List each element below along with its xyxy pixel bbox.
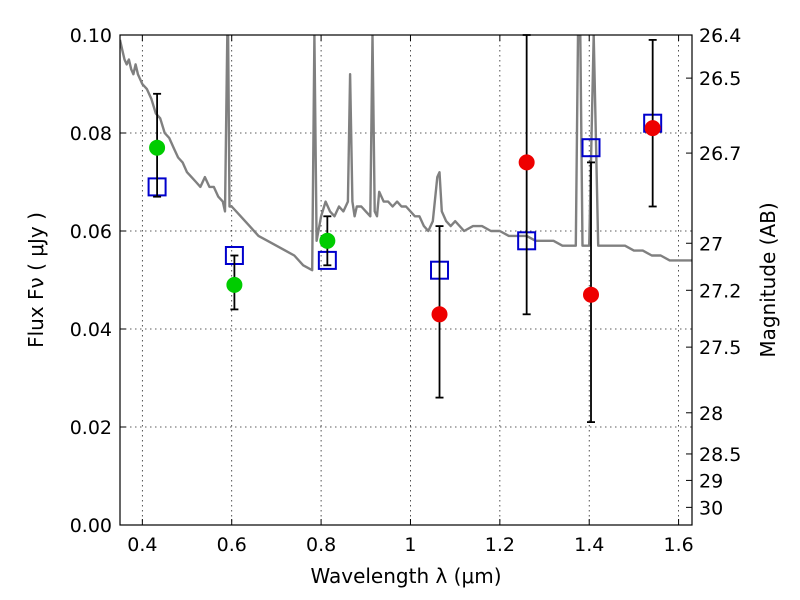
y-tick-label: 0.06 — [70, 221, 112, 243]
x-tick-label: 0.4 — [127, 534, 157, 556]
observed-flux-point — [518, 154, 535, 171]
observed-flux-point — [431, 306, 448, 323]
x-tick-label: 1 — [404, 534, 416, 556]
right-tick-label: 29 — [699, 470, 723, 492]
x-tick-label: 1.2 — [485, 534, 515, 556]
y-axis-title: Flux Fν ( μJy ) — [24, 212, 48, 348]
right-tick-label: 26.5 — [699, 68, 741, 90]
y-tick-label: 0.02 — [70, 417, 112, 439]
observed-flux-point — [149, 139, 166, 156]
y-axis-right-title: Magnitude (AB) — [756, 202, 780, 357]
right-tick-label: 27.2 — [699, 280, 741, 302]
right-tick-label: 27 — [699, 233, 723, 255]
observed-flux-point — [319, 232, 336, 249]
observed-flux-point — [644, 120, 661, 137]
plot-frame — [119, 34, 693, 526]
x-tick-label: 0.8 — [306, 534, 336, 556]
right-tick-label: 30 — [699, 497, 723, 519]
plot-background — [120, 35, 692, 525]
y-tick-label: 0.10 — [70, 25, 112, 47]
sed-model-line — [120, 35, 692, 272]
observed-flux-point — [583, 286, 600, 303]
y-tick-label: 0.08 — [70, 123, 112, 145]
model-photometry-square — [581, 138, 601, 158]
right-tick-label: 27.5 — [699, 337, 741, 359]
right-tick-label: 26.7 — [699, 143, 741, 165]
x-tick-label: 1.4 — [574, 534, 604, 556]
right-tick-label: 26.4 — [699, 25, 741, 47]
x-tick-label: 1.6 — [663, 534, 693, 556]
x-axis-title: Wavelength λ (μm) — [310, 564, 501, 588]
x-tick-label: 0.6 — [217, 534, 247, 556]
right-tick-label: 28 — [699, 403, 723, 425]
right-tick-label: 28.5 — [699, 444, 741, 466]
y-tick-label: 0.04 — [70, 319, 112, 341]
observed-flux-point — [226, 276, 243, 293]
y-tick-label: 0.00 — [70, 515, 112, 537]
